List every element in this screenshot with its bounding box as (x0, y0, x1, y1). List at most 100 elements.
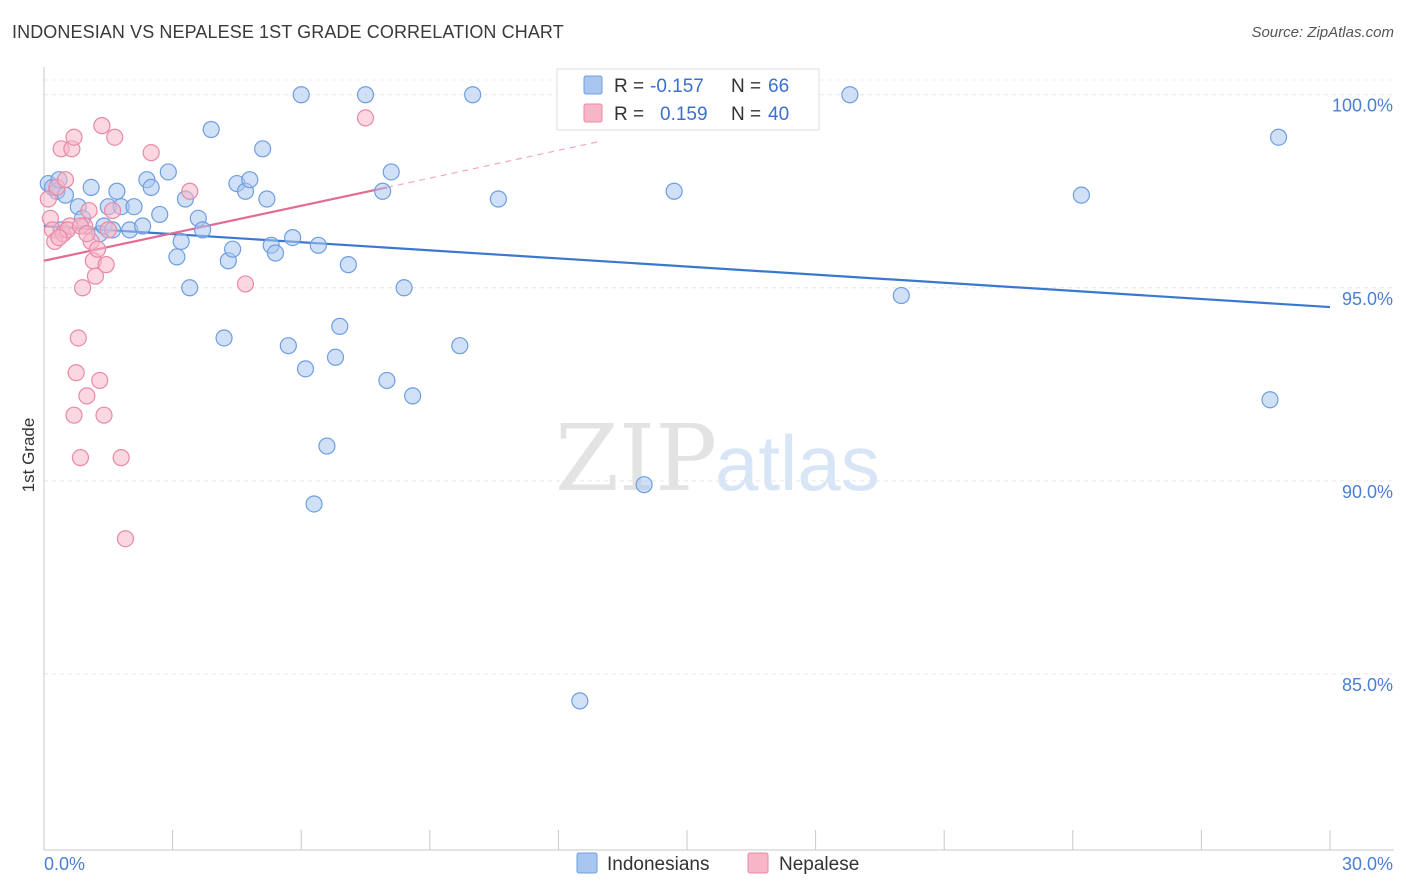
point-nepalese (73, 279, 92, 297)
legend-n-value-1: 66 (768, 76, 789, 97)
legend: R = -0.157 N = 66 R = 0.159 N = 40 (556, 68, 820, 131)
bottom-legend-swatch-nepalese (747, 852, 769, 874)
y-tick-label: 100.0% (1332, 96, 1393, 116)
legend-swatch-indonesians (583, 75, 603, 95)
point-nepalese (356, 109, 375, 127)
point-indonesians (1269, 128, 1288, 146)
x-tick-label: 30.0% (1342, 854, 1393, 874)
chart-title: INDONESIAN VS NEPALESE 1ST GRADE CORRELA… (12, 22, 564, 42)
legend-swatch-nepalese (583, 103, 603, 123)
point-indonesians (356, 86, 375, 104)
point-nepalese (80, 201, 98, 220)
point-nepalese (103, 201, 122, 220)
point-indonesians (635, 476, 653, 494)
point-nepalese (65, 128, 83, 146)
legend-n-label-2: N = (731, 104, 761, 125)
point-indonesians (378, 371, 396, 390)
bottom-legend: Indonesians Nepalese (576, 852, 859, 875)
point-indonesians (305, 495, 323, 513)
point-nepalese (78, 387, 96, 405)
point-indonesians (258, 190, 276, 208)
point-indonesians (108, 182, 126, 200)
point-indonesians (266, 244, 285, 262)
point-nepalese (95, 406, 113, 424)
point-indonesians (326, 348, 345, 366)
point-indonesians (395, 279, 413, 297)
point-indonesians (125, 198, 143, 216)
point-indonesians (339, 256, 357, 274)
point-indonesians (292, 86, 310, 104)
point-indonesians (284, 228, 302, 247)
point-indonesians (82, 178, 100, 197)
point-indonesians (181, 279, 199, 297)
watermark-atlas: atlas (715, 419, 880, 507)
point-indonesians (374, 182, 392, 200)
point-nepalese (106, 128, 124, 146)
point-indonesians (1261, 391, 1279, 409)
point-nepalese (112, 449, 130, 467)
point-indonesians (404, 387, 422, 405)
y-axis-label: 1st Grade (19, 418, 38, 493)
point-nepalese (86, 267, 105, 285)
point-nepalese (69, 329, 87, 347)
point-indonesians (1072, 186, 1090, 204)
point-nepalese (39, 190, 57, 208)
point-nepalese (142, 144, 160, 162)
point-nepalese (78, 225, 96, 243)
legend-n-value-2: 40 (768, 104, 789, 125)
x-tick-label: 0.0% (44, 854, 85, 874)
point-nepalese (56, 171, 75, 189)
point-nepalese (236, 275, 255, 293)
point-indonesians (318, 437, 336, 455)
point-indonesians (309, 236, 327, 254)
point-indonesians (464, 86, 482, 104)
point-indonesians (168, 248, 186, 266)
trend-line-indonesians (43, 224, 1331, 309)
bottom-legend-swatch-indonesians (576, 852, 598, 874)
bottom-legend-indonesians: Indonesians (607, 854, 709, 875)
point-indonesians (194, 221, 212, 239)
source-label: Source: ZipAtlas.com (1251, 24, 1394, 41)
legend-r-value-2: 0.159 (660, 104, 708, 125)
point-nepalese (116, 530, 135, 548)
point-indonesians (279, 337, 297, 355)
point-indonesians (665, 182, 683, 200)
point-indonesians (202, 120, 220, 139)
legend-r-value-1: -0.157 (650, 76, 704, 97)
point-indonesians (241, 171, 259, 189)
point-indonesians (841, 86, 859, 104)
point-indonesians (331, 317, 349, 335)
point-indonesians (215, 329, 233, 347)
point-indonesians (133, 217, 152, 235)
point-nepalese (97, 256, 115, 274)
y-tick-label: 95.0% (1342, 289, 1393, 309)
bottom-legend-nepalese: Nepalese (779, 854, 859, 875)
point-nepalese (67, 364, 85, 382)
watermark-zip: ZIP (555, 405, 717, 512)
point-indonesians (159, 163, 177, 181)
point-indonesians (892, 286, 910, 305)
point-indonesians (142, 178, 160, 197)
point-nepalese (91, 371, 109, 390)
point-indonesians (571, 692, 589, 710)
legend-r-label-2: R = (614, 104, 644, 125)
point-nepalese (65, 406, 83, 424)
point-nepalese (93, 117, 111, 135)
point-indonesians (172, 232, 190, 251)
y-tick-label: 90.0% (1342, 482, 1393, 502)
point-indonesians (451, 337, 469, 355)
data-points (39, 86, 1288, 710)
point-nepalese (71, 449, 90, 467)
point-indonesians (224, 240, 242, 258)
legend-r-label-1: R = (614, 76, 644, 97)
legend-n-label-1: N = (731, 76, 761, 97)
point-indonesians (489, 190, 507, 208)
point-indonesians (254, 140, 272, 158)
point-nepalese (88, 240, 107, 258)
point-nepalese (181, 182, 199, 200)
trend-lines (43, 140, 1331, 309)
point-nepalese (99, 221, 117, 239)
point-indonesians (382, 163, 400, 181)
trend-line-dashed-nepalese (386, 140, 602, 188)
